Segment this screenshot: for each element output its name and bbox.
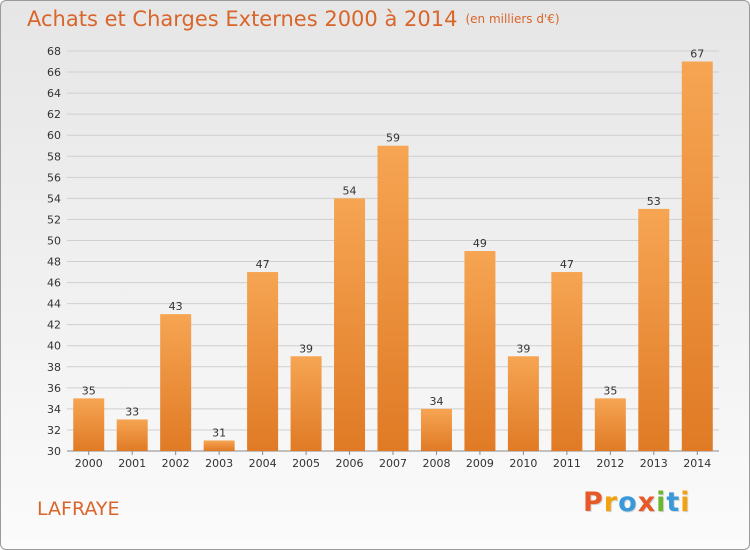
bars: 35 33 43 31 47 39 54 59 34 49 39 47 35 53 67 <box>73 48 713 452</box>
logo-letter: P <box>583 487 604 518</box>
bar-2012 <box>594 398 626 451</box>
bar-2006 <box>334 198 366 451</box>
y-tick-label: 64 <box>47 87 61 100</box>
x-tick-label: 2005 <box>292 457 320 470</box>
bar-2014 <box>681 61 713 452</box>
x-tick-label: 2000 <box>75 457 103 470</box>
x-tick-label: 2006 <box>336 457 364 470</box>
bar-2003 <box>203 440 235 451</box>
bar-2005 <box>290 356 322 451</box>
y-tick-label: 30 <box>47 445 61 458</box>
chart-subtitle: (en milliers d'€) <box>465 12 560 26</box>
bar-value-label: 54 <box>343 184 357 197</box>
x-tick-label: 2004 <box>249 457 277 470</box>
y-tick-label: 38 <box>47 361 61 374</box>
y-tick-label: 68 <box>47 45 61 58</box>
bar-value-label: 53 <box>647 195 661 208</box>
y-tick-label: 56 <box>47 171 61 184</box>
bar-value-label: 31 <box>212 426 226 439</box>
logo-letter: x <box>637 487 657 518</box>
y-tick-label: 44 <box>47 298 61 311</box>
chart-title: Achats et Charges Externes 2000 à 2014 (e… <box>27 7 560 31</box>
bar-2001 <box>116 419 148 451</box>
bar-2013 <box>638 208 670 451</box>
bar-2007 <box>377 145 409 451</box>
y-tick-label: 32 <box>47 424 61 437</box>
x-tick-label: 2001 <box>118 457 146 470</box>
y-tick-label: 50 <box>47 234 61 247</box>
x-tick-label: 2007 <box>379 457 407 470</box>
y-tick-label: 46 <box>47 277 61 290</box>
x-tick-label: 2010 <box>509 457 537 470</box>
y-tick-label: 60 <box>47 129 61 142</box>
bar-value-label: 49 <box>473 237 487 250</box>
y-axis-ticks: 30 32 34 36 38 40 42 44 46 48 50 52 54 56 58 60 62 64 66 68 <box>47 45 61 458</box>
title-text: Achats et Charges Externes 2000 à 2014 <box>27 7 458 31</box>
logo-letter: t <box>666 487 681 518</box>
proxiti-logo[interactable]: Proxiti <box>583 487 691 518</box>
bar-2011 <box>551 272 583 451</box>
x-tick-label: 2009 <box>466 457 494 470</box>
y-tick-label: 52 <box>47 213 61 226</box>
bar-value-label: 39 <box>299 342 313 355</box>
y-tick-label: 36 <box>47 382 61 395</box>
y-tick-label: 34 <box>47 403 61 416</box>
bar-2004 <box>247 272 279 451</box>
x-tick-label: 2003 <box>205 457 233 470</box>
bar-value-label: 33 <box>125 405 139 418</box>
x-tick-label: 2013 <box>640 457 668 470</box>
bar-value-label: 34 <box>429 395 443 408</box>
x-tick-label: 2002 <box>162 457 190 470</box>
y-tick-label: 62 <box>47 108 61 121</box>
x-axis-ticks: 2000 2001 2002 2003 2004 2005 2006 2007 2008 2009… <box>75 451 711 470</box>
y-tick-label: 58 <box>47 150 61 163</box>
bar-2000 <box>73 398 105 451</box>
logo-letter: r <box>603 487 619 518</box>
bar-value-label: 47 <box>256 258 270 271</box>
y-tick-label: 42 <box>47 319 61 332</box>
x-tick-label: 2011 <box>553 457 581 470</box>
bar-2010 <box>507 356 539 451</box>
bar-value-label: 59 <box>386 132 400 145</box>
y-tick-label: 54 <box>47 192 61 205</box>
x-tick-label: 2008 <box>422 457 450 470</box>
x-tick-label: 2014 <box>683 457 711 470</box>
bar-2002 <box>160 314 192 451</box>
y-tick-label: 48 <box>47 256 61 269</box>
bar-value-label: 43 <box>169 300 183 313</box>
logo-letter: i <box>656 487 667 518</box>
x-tick-label: 2012 <box>596 457 624 470</box>
bar-value-label: 67 <box>690 48 704 61</box>
bar-value-label: 35 <box>82 384 96 397</box>
bar-value-label: 39 <box>516 342 530 355</box>
logo-letter: i <box>680 487 691 518</box>
bar-value-label: 35 <box>603 384 617 397</box>
y-tick-label: 66 <box>47 66 61 79</box>
bar-value-label: 47 <box>560 258 574 271</box>
logo-letter: o <box>618 487 638 518</box>
commune-name: LAFRAYE <box>37 498 120 520</box>
bar-2009 <box>464 251 496 451</box>
y-tick-label: 40 <box>47 340 61 353</box>
bar-2008 <box>420 408 452 451</box>
